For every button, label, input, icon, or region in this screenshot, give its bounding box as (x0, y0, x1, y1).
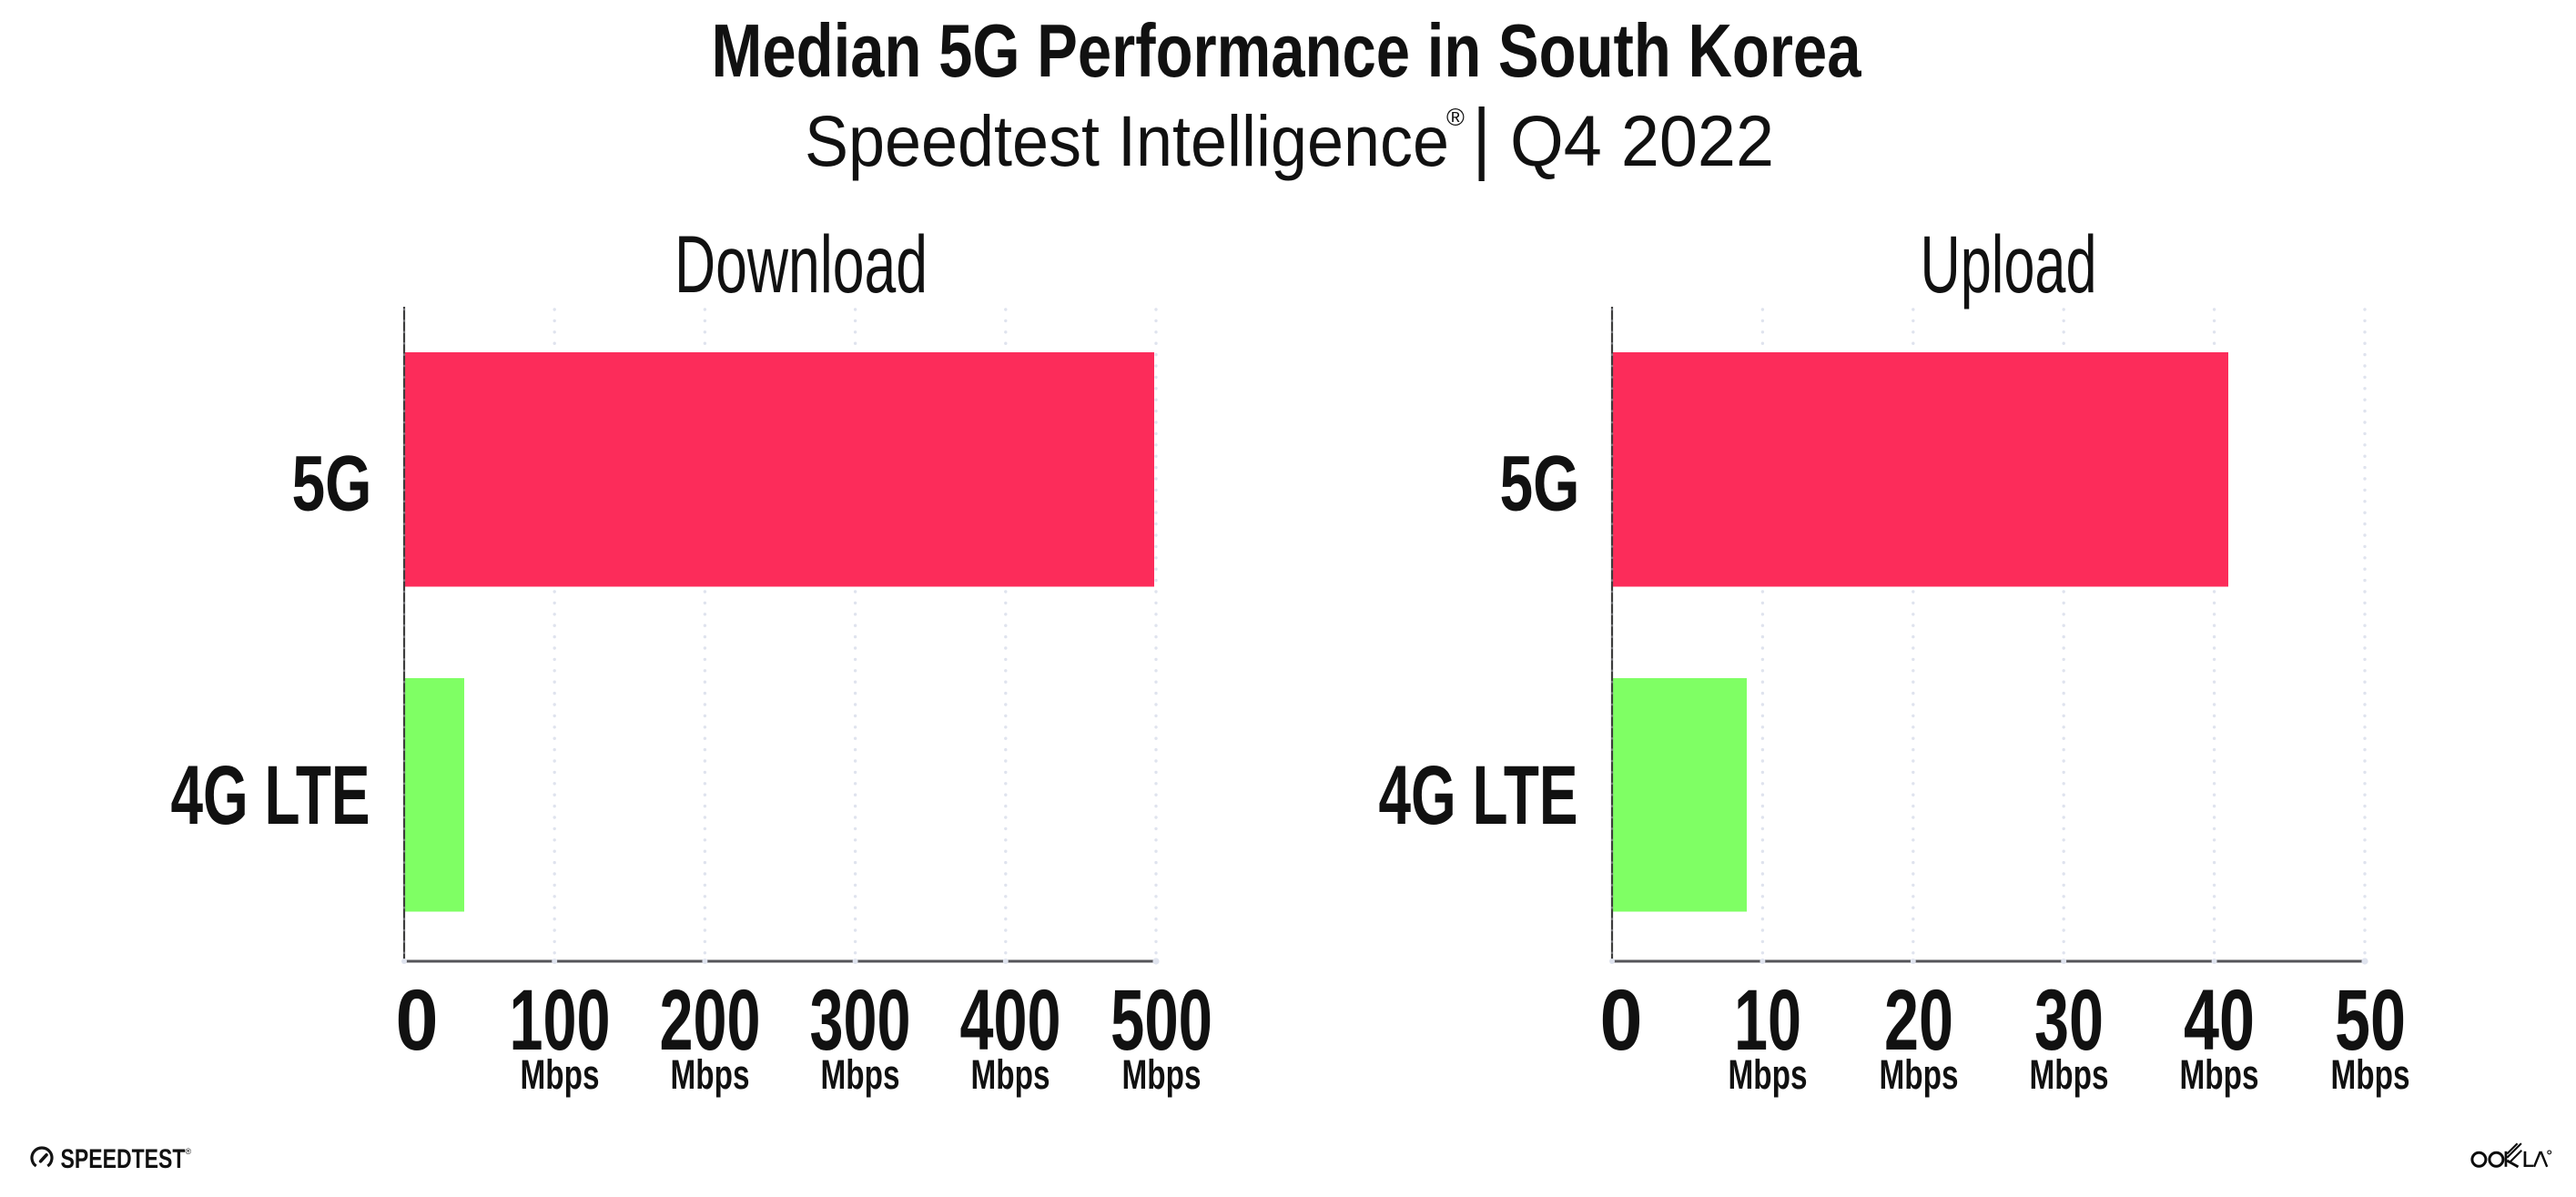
svg-text:0: 0 (1600, 972, 1643, 1069)
svg-text:Mbps: Mbps (821, 1051, 900, 1098)
svg-text:40: 40 (2184, 972, 2255, 1069)
svg-text:®: ® (186, 1147, 192, 1156)
svg-text:Q4 2022: Q4 2022 (1510, 100, 1774, 181)
svg-text:SPEEDTEST: SPEEDTEST (61, 1145, 186, 1174)
svg-text:Upload: Upload (1921, 218, 2097, 309)
svg-text:Mbps: Mbps (971, 1051, 1050, 1098)
svg-text:10: 10 (1734, 972, 1801, 1069)
svg-text:Mbps: Mbps (521, 1051, 600, 1098)
svg-text:4G LTE: 4G LTE (1379, 749, 1578, 842)
svg-text:20: 20 (1884, 972, 1953, 1069)
svg-text:Mbps: Mbps (671, 1051, 750, 1098)
svg-text:Mbps: Mbps (1880, 1051, 1959, 1098)
svg-text:30: 30 (2034, 972, 2104, 1069)
svg-text:0: 0 (396, 972, 439, 1069)
svg-text:Mbps: Mbps (1729, 1051, 1808, 1098)
svg-text:200: 200 (660, 972, 761, 1069)
svg-text:50: 50 (2335, 972, 2406, 1069)
svg-text:Mbps: Mbps (1122, 1051, 1202, 1098)
svg-text:Median 5G Performance in South: Median 5G Performance in South Korea (712, 8, 1862, 93)
svg-text:100: 100 (510, 972, 611, 1069)
svg-text:5G: 5G (1500, 441, 1580, 528)
svg-text:500: 500 (1111, 972, 1212, 1069)
svg-text:4G LTE: 4G LTE (171, 749, 370, 842)
svg-text:Mbps: Mbps (2180, 1051, 2259, 1098)
svg-text:300: 300 (810, 972, 911, 1069)
svg-text:Mbps: Mbps (2331, 1051, 2410, 1098)
svg-text:Download: Download (674, 218, 928, 309)
svg-text:Mbps: Mbps (2030, 1051, 2109, 1098)
svg-text:5G: 5G (292, 441, 372, 528)
svg-text:Speedtest Intelligence: Speedtest Intelligence (805, 100, 1449, 181)
svg-text:®: ® (1446, 104, 1465, 131)
svg-text:400: 400 (960, 972, 1061, 1069)
